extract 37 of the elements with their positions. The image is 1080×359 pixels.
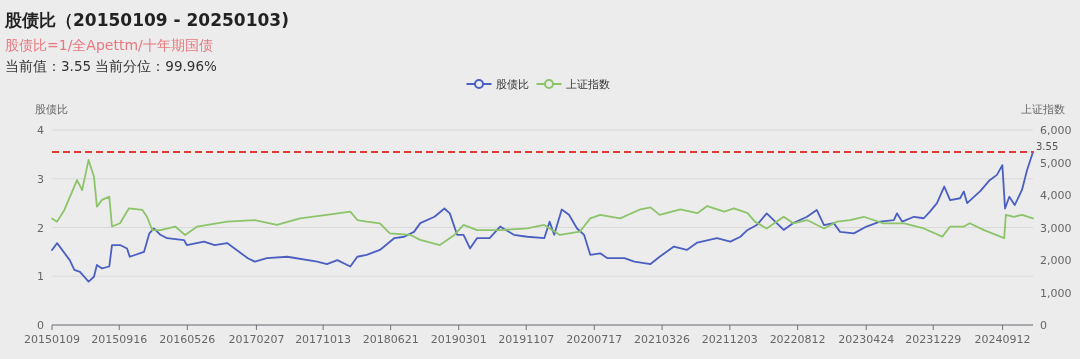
x-tick-label: 20170207 [228,333,285,346]
x-tick-label: 20191107 [498,333,555,346]
x-tick-label: 20230424 [838,333,895,346]
y2-axis-title: 上证指数 [1021,103,1065,116]
x-tick-label: 20160526 [159,333,216,346]
legend-label: 股债比 [495,78,529,91]
x-tick-label: 20211203 [701,333,758,346]
y-axis-title: 股债比 [35,103,68,116]
chart-subtitle: 股债比=1/全Apettm/十年期国债 [5,37,213,53]
x-tick-label: 20150916 [91,333,148,346]
x-tick-label: 20210326 [634,333,691,346]
x-tick-label: 20231229 [905,333,962,346]
y-tick-label: 3 [37,172,44,186]
line-series [51,159,1034,246]
y2-tick-label: 0 [1040,319,1047,332]
x-tick-label: 20220812 [769,333,826,346]
x-tick-label: 20190301 [430,333,487,346]
y-tick-label: 0 [37,319,44,332]
y2-tick-label: 3,000 [1040,221,1072,235]
x-tick-label: 20150109 [24,333,80,346]
y2-tick-label: 1,000 [1040,286,1072,300]
y-tick-label: 1 [37,270,44,284]
chart-title: 股债比（20150109 - 20250103) [4,10,289,30]
ref-line-label: 3.55 [1036,140,1059,152]
y2-tick-label: 6,000 [1040,124,1072,137]
y-tick-label: 2 [37,221,44,235]
y2-tick-label: 2,000 [1040,254,1072,267]
y2-tick-label: 4,000 [1040,189,1072,202]
x-tick-label: 20171013 [295,333,352,346]
line-series [51,151,1034,283]
y2-tick-label: 5,000 [1040,156,1072,170]
x-tick-label: 20240912 [974,333,1031,346]
x-tick-label: 20200717 [566,333,623,346]
x-tick-label: 20180621 [362,333,419,346]
legend-label: 上证指数 [565,78,610,91]
y-tick-label: 4 [37,124,44,137]
text: 当前值：3.55 当前分位：99.96% [5,58,217,74]
